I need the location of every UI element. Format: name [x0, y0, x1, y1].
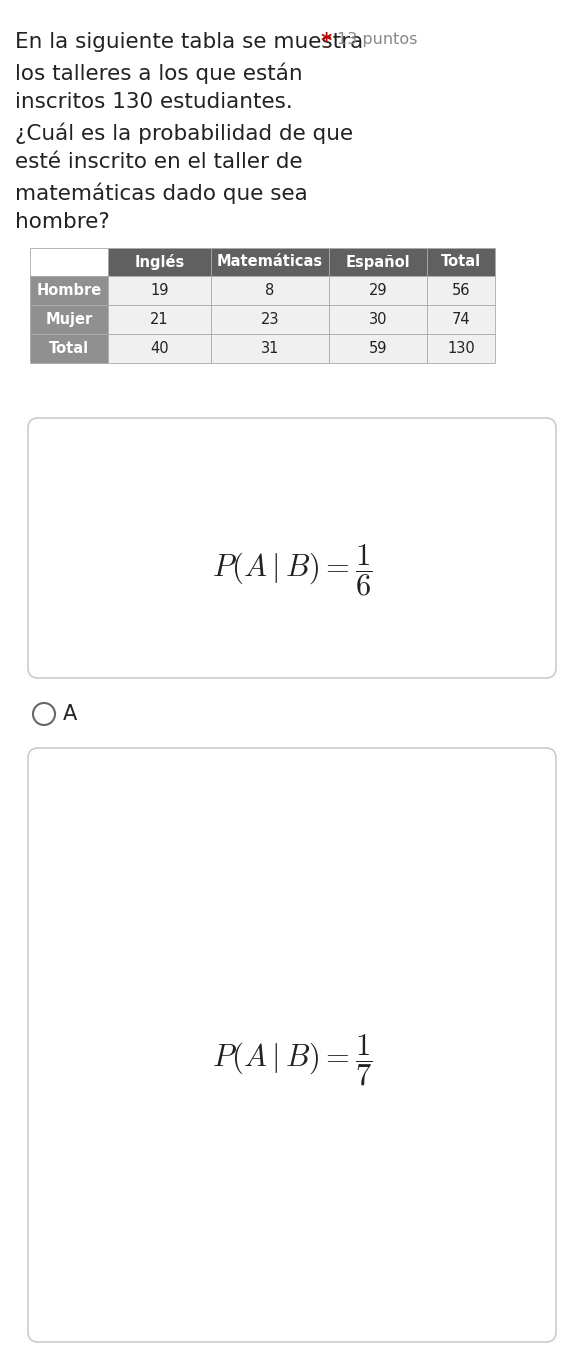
Bar	[427, 276, 495, 306]
Text: 31: 31	[261, 341, 279, 356]
Text: 29: 29	[368, 283, 387, 297]
FancyBboxPatch shape	[28, 418, 556, 677]
Text: 130: 130	[447, 341, 475, 356]
Text: 21: 21	[150, 312, 169, 327]
Text: Total: Total	[49, 341, 89, 356]
Bar	[108, 306, 211, 334]
Circle shape	[33, 703, 55, 725]
Text: Matemáticas: Matemáticas	[217, 254, 323, 269]
Text: 30: 30	[369, 312, 387, 327]
Bar	[329, 334, 427, 362]
Text: inscritos 130 estudiantes.: inscritos 130 estudiantes.	[15, 92, 293, 112]
Bar	[30, 276, 108, 306]
Text: 56: 56	[452, 283, 470, 297]
Text: 13 puntos: 13 puntos	[337, 32, 417, 47]
Text: Mujer: Mujer	[45, 312, 93, 327]
Bar	[211, 334, 329, 362]
Text: los talleres a los que están: los talleres a los que están	[15, 62, 303, 84]
Bar	[329, 306, 427, 334]
Text: 23: 23	[261, 312, 279, 327]
Bar	[427, 334, 495, 362]
Bar	[30, 247, 108, 276]
Bar	[427, 247, 495, 276]
Text: En la siguiente tabla se muestra: En la siguiente tabla se muestra	[15, 32, 363, 51]
Text: Inglés: Inglés	[134, 254, 185, 270]
Text: 8: 8	[265, 283, 275, 297]
Text: Hombre: Hombre	[36, 283, 101, 297]
Text: ¿Cuál es la probabilidad de que: ¿Cuál es la probabilidad de que	[15, 122, 353, 143]
Text: A: A	[63, 704, 78, 725]
Bar	[329, 247, 427, 276]
Text: *: *	[321, 32, 332, 51]
Bar	[30, 334, 108, 362]
Bar	[211, 276, 329, 306]
Bar	[108, 276, 211, 306]
Bar	[329, 276, 427, 306]
Text: Español: Español	[346, 254, 410, 269]
Bar	[108, 334, 211, 362]
Text: 19: 19	[150, 283, 168, 297]
Text: 59: 59	[369, 341, 387, 356]
Text: hombre?: hombre?	[15, 212, 110, 233]
Bar	[211, 247, 329, 276]
Text: 74: 74	[452, 312, 470, 327]
Bar	[211, 306, 329, 334]
Bar	[108, 247, 211, 276]
Text: $P(A\mid B) = \dfrac{1}{7}$: $P(A\mid B) = \dfrac{1}{7}$	[212, 1032, 372, 1088]
Bar	[30, 306, 108, 334]
Text: esté inscrito en el taller de: esté inscrito en el taller de	[15, 151, 303, 172]
Text: Total: Total	[441, 254, 481, 269]
FancyBboxPatch shape	[28, 748, 556, 1343]
Text: matemáticas dado que sea: matemáticas dado que sea	[15, 183, 308, 204]
Text: $P(A\mid B) = \dfrac{1}{6}$: $P(A\mid B) = \dfrac{1}{6}$	[212, 542, 372, 598]
Bar	[427, 306, 495, 334]
Text: 40: 40	[150, 341, 169, 356]
